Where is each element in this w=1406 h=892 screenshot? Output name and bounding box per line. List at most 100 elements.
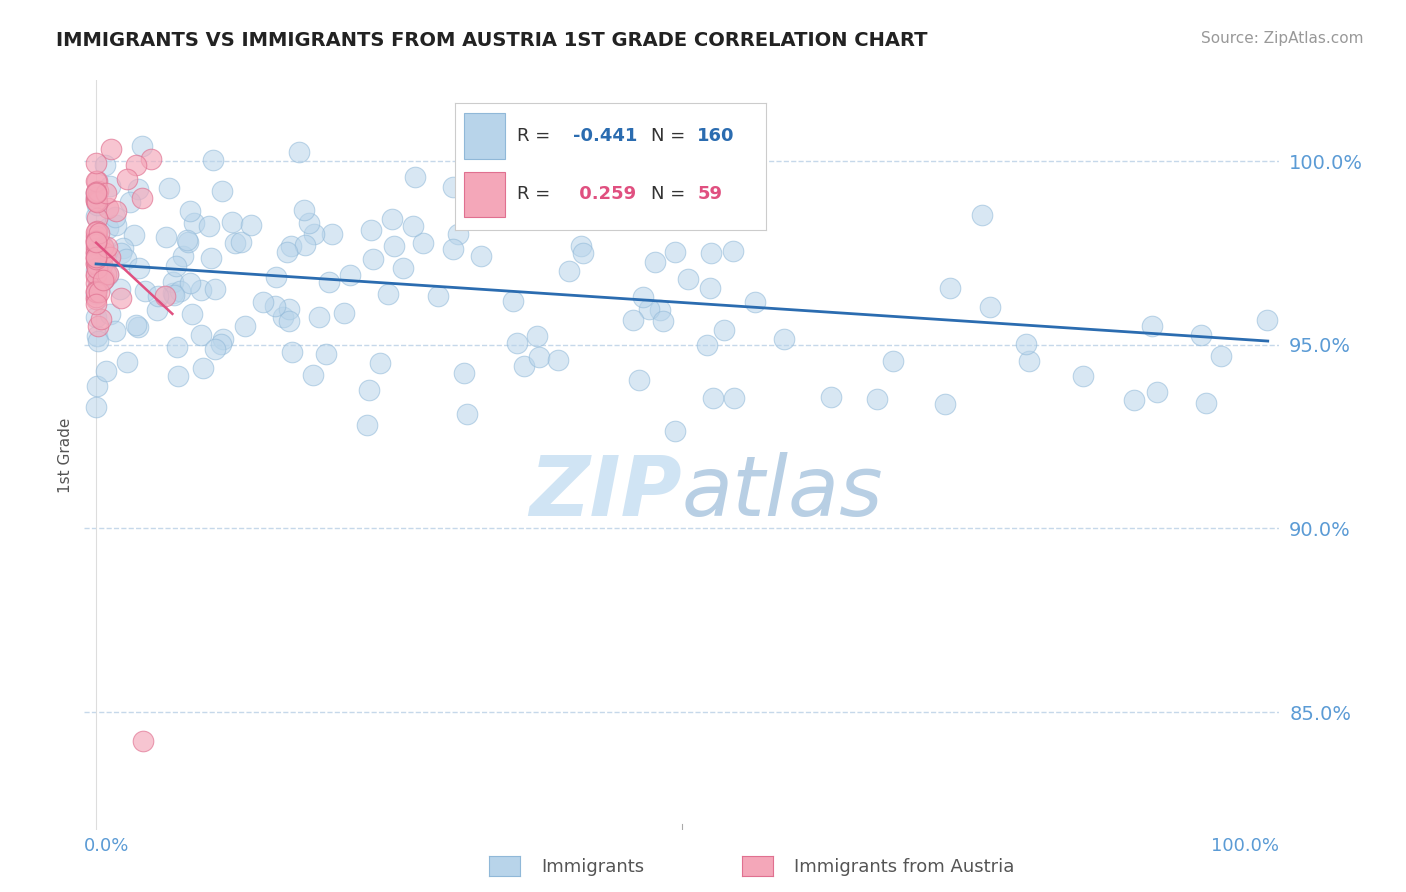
Text: 0.0%: 0.0% <box>84 837 129 855</box>
Point <box>264 269 287 284</box>
Point <box>240 218 263 232</box>
Point <box>86 379 108 393</box>
Point <box>939 281 962 295</box>
Point <box>676 272 699 286</box>
Point <box>89 285 111 300</box>
Point <box>91 258 114 272</box>
Point <box>382 239 405 253</box>
Point <box>278 301 301 316</box>
Point <box>89 227 111 241</box>
Point <box>368 356 391 370</box>
Point <box>318 275 340 289</box>
Point <box>115 252 138 267</box>
Point <box>276 244 298 259</box>
Point <box>84 189 107 203</box>
Text: Source: ZipAtlas.com: Source: ZipAtlas.com <box>1201 31 1364 46</box>
Point <box>98 307 121 321</box>
Point <box>84 297 107 311</box>
Point <box>84 250 107 264</box>
Point <box>664 424 686 438</box>
Point <box>179 204 201 219</box>
Point <box>97 220 120 235</box>
Point <box>84 229 107 244</box>
Point <box>190 283 212 297</box>
Y-axis label: 1st Grade: 1st Grade <box>58 417 73 492</box>
Point <box>1014 337 1036 351</box>
Point <box>93 158 115 172</box>
Point <box>93 271 115 285</box>
Point <box>281 345 304 359</box>
Point <box>100 142 122 156</box>
Point <box>145 302 167 317</box>
Point <box>87 264 110 278</box>
Point <box>86 268 108 283</box>
Point <box>288 145 311 160</box>
Point <box>308 310 330 324</box>
Point <box>1140 319 1163 334</box>
Point <box>84 234 107 248</box>
Point <box>91 273 114 287</box>
Point <box>882 354 904 368</box>
Point <box>979 301 1001 315</box>
Point <box>87 277 110 292</box>
Point <box>125 318 148 332</box>
Point <box>278 314 301 328</box>
Point <box>637 301 659 316</box>
Point <box>90 312 112 326</box>
Point <box>361 252 384 266</box>
Point <box>441 242 464 256</box>
Point <box>165 259 187 273</box>
Point <box>84 186 107 201</box>
Point <box>456 407 478 421</box>
Point <box>87 235 110 250</box>
Point <box>86 174 108 188</box>
Point <box>1071 369 1094 384</box>
Point <box>441 179 464 194</box>
Point <box>94 364 117 378</box>
Point <box>572 246 595 260</box>
Point <box>86 193 108 207</box>
Point <box>112 241 135 255</box>
Point <box>527 350 550 364</box>
Point <box>84 246 107 260</box>
Point <box>166 340 188 354</box>
Point <box>84 233 107 247</box>
Point <box>723 391 745 405</box>
Point <box>638 210 661 224</box>
Point <box>86 289 108 303</box>
Point <box>93 271 115 285</box>
Text: 100.0%: 100.0% <box>1212 837 1279 855</box>
Point <box>94 246 117 260</box>
Point <box>84 237 107 252</box>
Point <box>700 246 723 260</box>
Point <box>86 209 108 223</box>
Point <box>86 247 108 261</box>
Point <box>357 383 380 397</box>
Point <box>84 286 107 301</box>
Point <box>510 147 533 161</box>
Point <box>713 323 735 337</box>
Point <box>526 329 548 343</box>
Point <box>427 289 450 303</box>
Point <box>122 227 145 242</box>
Point <box>84 156 107 170</box>
Point <box>224 236 246 251</box>
Point <box>115 355 138 369</box>
Text: Immigrants: Immigrants <box>541 858 644 876</box>
Point <box>773 332 796 346</box>
Point <box>302 227 325 241</box>
Point <box>84 293 107 307</box>
Point <box>120 195 142 210</box>
Text: atlas: atlas <box>682 452 883 533</box>
Point <box>652 313 675 327</box>
Point <box>104 324 127 338</box>
Point <box>91 239 114 253</box>
Point <box>84 225 107 239</box>
Point <box>204 342 226 356</box>
Point <box>204 281 226 295</box>
Point <box>86 224 108 238</box>
Point <box>339 268 361 283</box>
Point <box>104 210 127 224</box>
Point <box>84 186 107 201</box>
Point <box>181 307 204 321</box>
